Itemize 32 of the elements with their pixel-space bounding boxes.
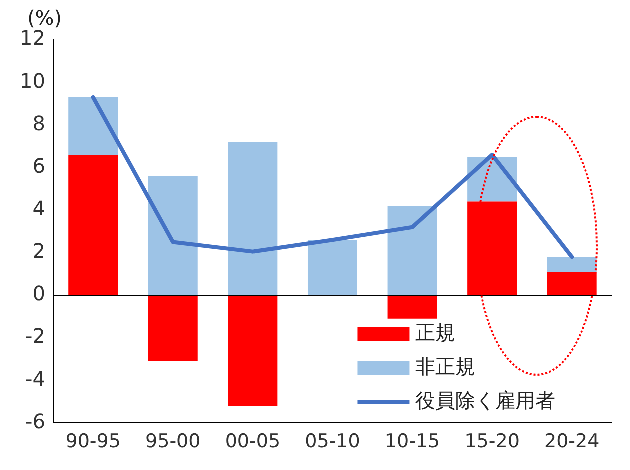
y-tick-label: 0 — [32, 282, 46, 306]
bar — [68, 97, 118, 155]
y-tick-label: 10 — [20, 68, 46, 93]
bar — [547, 257, 597, 272]
x-tick-label: 05-10 — [305, 430, 360, 453]
bar — [547, 272, 597, 296]
y-tick-label: -6 — [25, 409, 46, 434]
legend-label: 正規 — [416, 320, 456, 344]
bar — [308, 240, 358, 296]
bar — [148, 295, 198, 362]
y-tick-label: -4 — [25, 366, 46, 391]
bar — [388, 295, 438, 319]
bar — [228, 142, 278, 296]
x-tick-label: 15-20 — [464, 430, 520, 453]
x-tick-label: 00-05 — [225, 430, 281, 453]
y-tick-label: -2 — [25, 324, 46, 348]
legend-label: 役員除く雇用者 — [416, 388, 556, 412]
bar — [148, 176, 198, 296]
x-tick-label: 95-00 — [146, 430, 201, 453]
bar — [468, 202, 518, 296]
y-tick-label: 8 — [32, 111, 46, 136]
bar — [68, 154, 118, 296]
y-tick-label: 4 — [32, 196, 46, 221]
y-tick-label: 6 — [32, 154, 46, 178]
x-tick-label: 20-24 — [544, 430, 600, 453]
y-tick-label: 2 — [32, 239, 46, 264]
y-axis-title: (%) — [27, 6, 62, 30]
x-tick-label: 10-15 — [384, 430, 440, 453]
bar — [388, 206, 438, 296]
x-tick-label: 90-95 — [66, 430, 121, 453]
bar — [228, 295, 278, 406]
legend-label: 非正規 — [416, 354, 476, 378]
